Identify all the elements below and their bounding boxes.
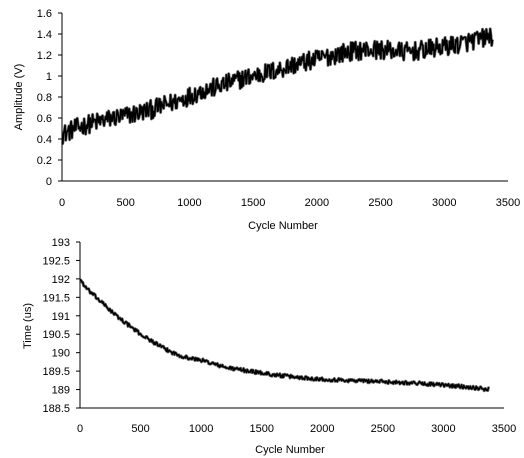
time-y-tick-label: 188.5: [42, 403, 70, 415]
time-x-label: Cycle Number: [255, 444, 325, 456]
time-x-tick-label: 500: [131, 423, 149, 435]
time-x-tick-label: 2500: [371, 423, 395, 435]
time-y-tick-label: 189: [52, 385, 70, 397]
amplitude-y-tick-label: 0.2: [37, 155, 52, 167]
time-x-tick-label: 1000: [189, 423, 213, 435]
amplitude-y-tick-label: 0.6: [37, 113, 52, 125]
amplitude-y-label: Amplitude (V): [13, 64, 25, 131]
time-x-tick-label: 3500: [492, 423, 516, 435]
amplitude-x-label: Cycle Number: [248, 220, 318, 232]
amplitude-series: [61, 27, 494, 146]
amplitude-x-tick-label: 3000: [432, 197, 456, 209]
time-y-tick-label: 190.5: [42, 329, 70, 341]
amplitude-x-tick-label: 2500: [368, 197, 392, 209]
amplitude-x-tick-label: 0: [59, 197, 65, 209]
time-x-ticks: 0 500 1000 1500 2000 2500 3000 3500: [77, 423, 516, 435]
amplitude-y-tick-label: 0: [46, 176, 52, 188]
amplitude-x-tick-label: 2000: [305, 197, 329, 209]
amplitude-y-tick-label: 1.6: [37, 8, 52, 20]
amplitude-x-ticks: 0 500 1000 1500 2000 2500 3000 3500: [59, 197, 520, 209]
time-x-tick-label: 2000: [310, 423, 334, 435]
time-y-tick-label: 191.5: [42, 292, 70, 304]
amplitude-x-tick-label: 1000: [177, 197, 201, 209]
amplitude-y-tick-label: 0.8: [37, 92, 52, 104]
time-y-tick-label: 192: [52, 274, 70, 286]
amplitude-y-tick-label: 1: [46, 71, 52, 83]
time-y-tick-label: 190: [52, 348, 70, 360]
time-chart: 0 500 1000 1500 2000 2500 3000 3500 188.5 189 189…: [22, 237, 516, 456]
amplitude-series-line: [61, 28, 494, 145]
amplitude-chart: 0 500 1000 1500 2000 2500 3000 3500 00.20.40.60…: [13, 8, 520, 232]
time-x-tick-label: 1500: [249, 423, 273, 435]
amplitude-x-tick-label: 3500: [496, 197, 520, 209]
time-y-tick-label: 193: [52, 237, 70, 249]
time-y-ticks: 188.5 189 189.5 190 190.5 191 191.5 192 192.5 193: [42, 237, 80, 415]
amplitude-y-ticks: 0 0.2 0.4 0.6 0.8 1 1.2 1.4 1.6: [37, 8, 62, 188]
amplitude-y-tick-label: 1.4: [37, 29, 52, 41]
time-series-line: [79, 278, 490, 392]
amplitude-x-tick-label: 500: [117, 197, 135, 209]
time-x-tick-label: 0: [77, 423, 83, 435]
amplitude-y-tick-label: 0.4: [37, 134, 52, 146]
time-x-tick-label: 3000: [431, 423, 455, 435]
time-y-label: Time (us): [22, 303, 34, 349]
time-y-tick-label: 192.5: [42, 255, 70, 267]
time-y-tick-label: 189.5: [42, 366, 70, 378]
amplitude-x-tick-label: 1500: [241, 197, 265, 209]
amplitude-y-tick-label: 1.2: [37, 50, 52, 62]
time-y-tick-label: 191: [52, 311, 70, 323]
time-series: [79, 278, 491, 393]
